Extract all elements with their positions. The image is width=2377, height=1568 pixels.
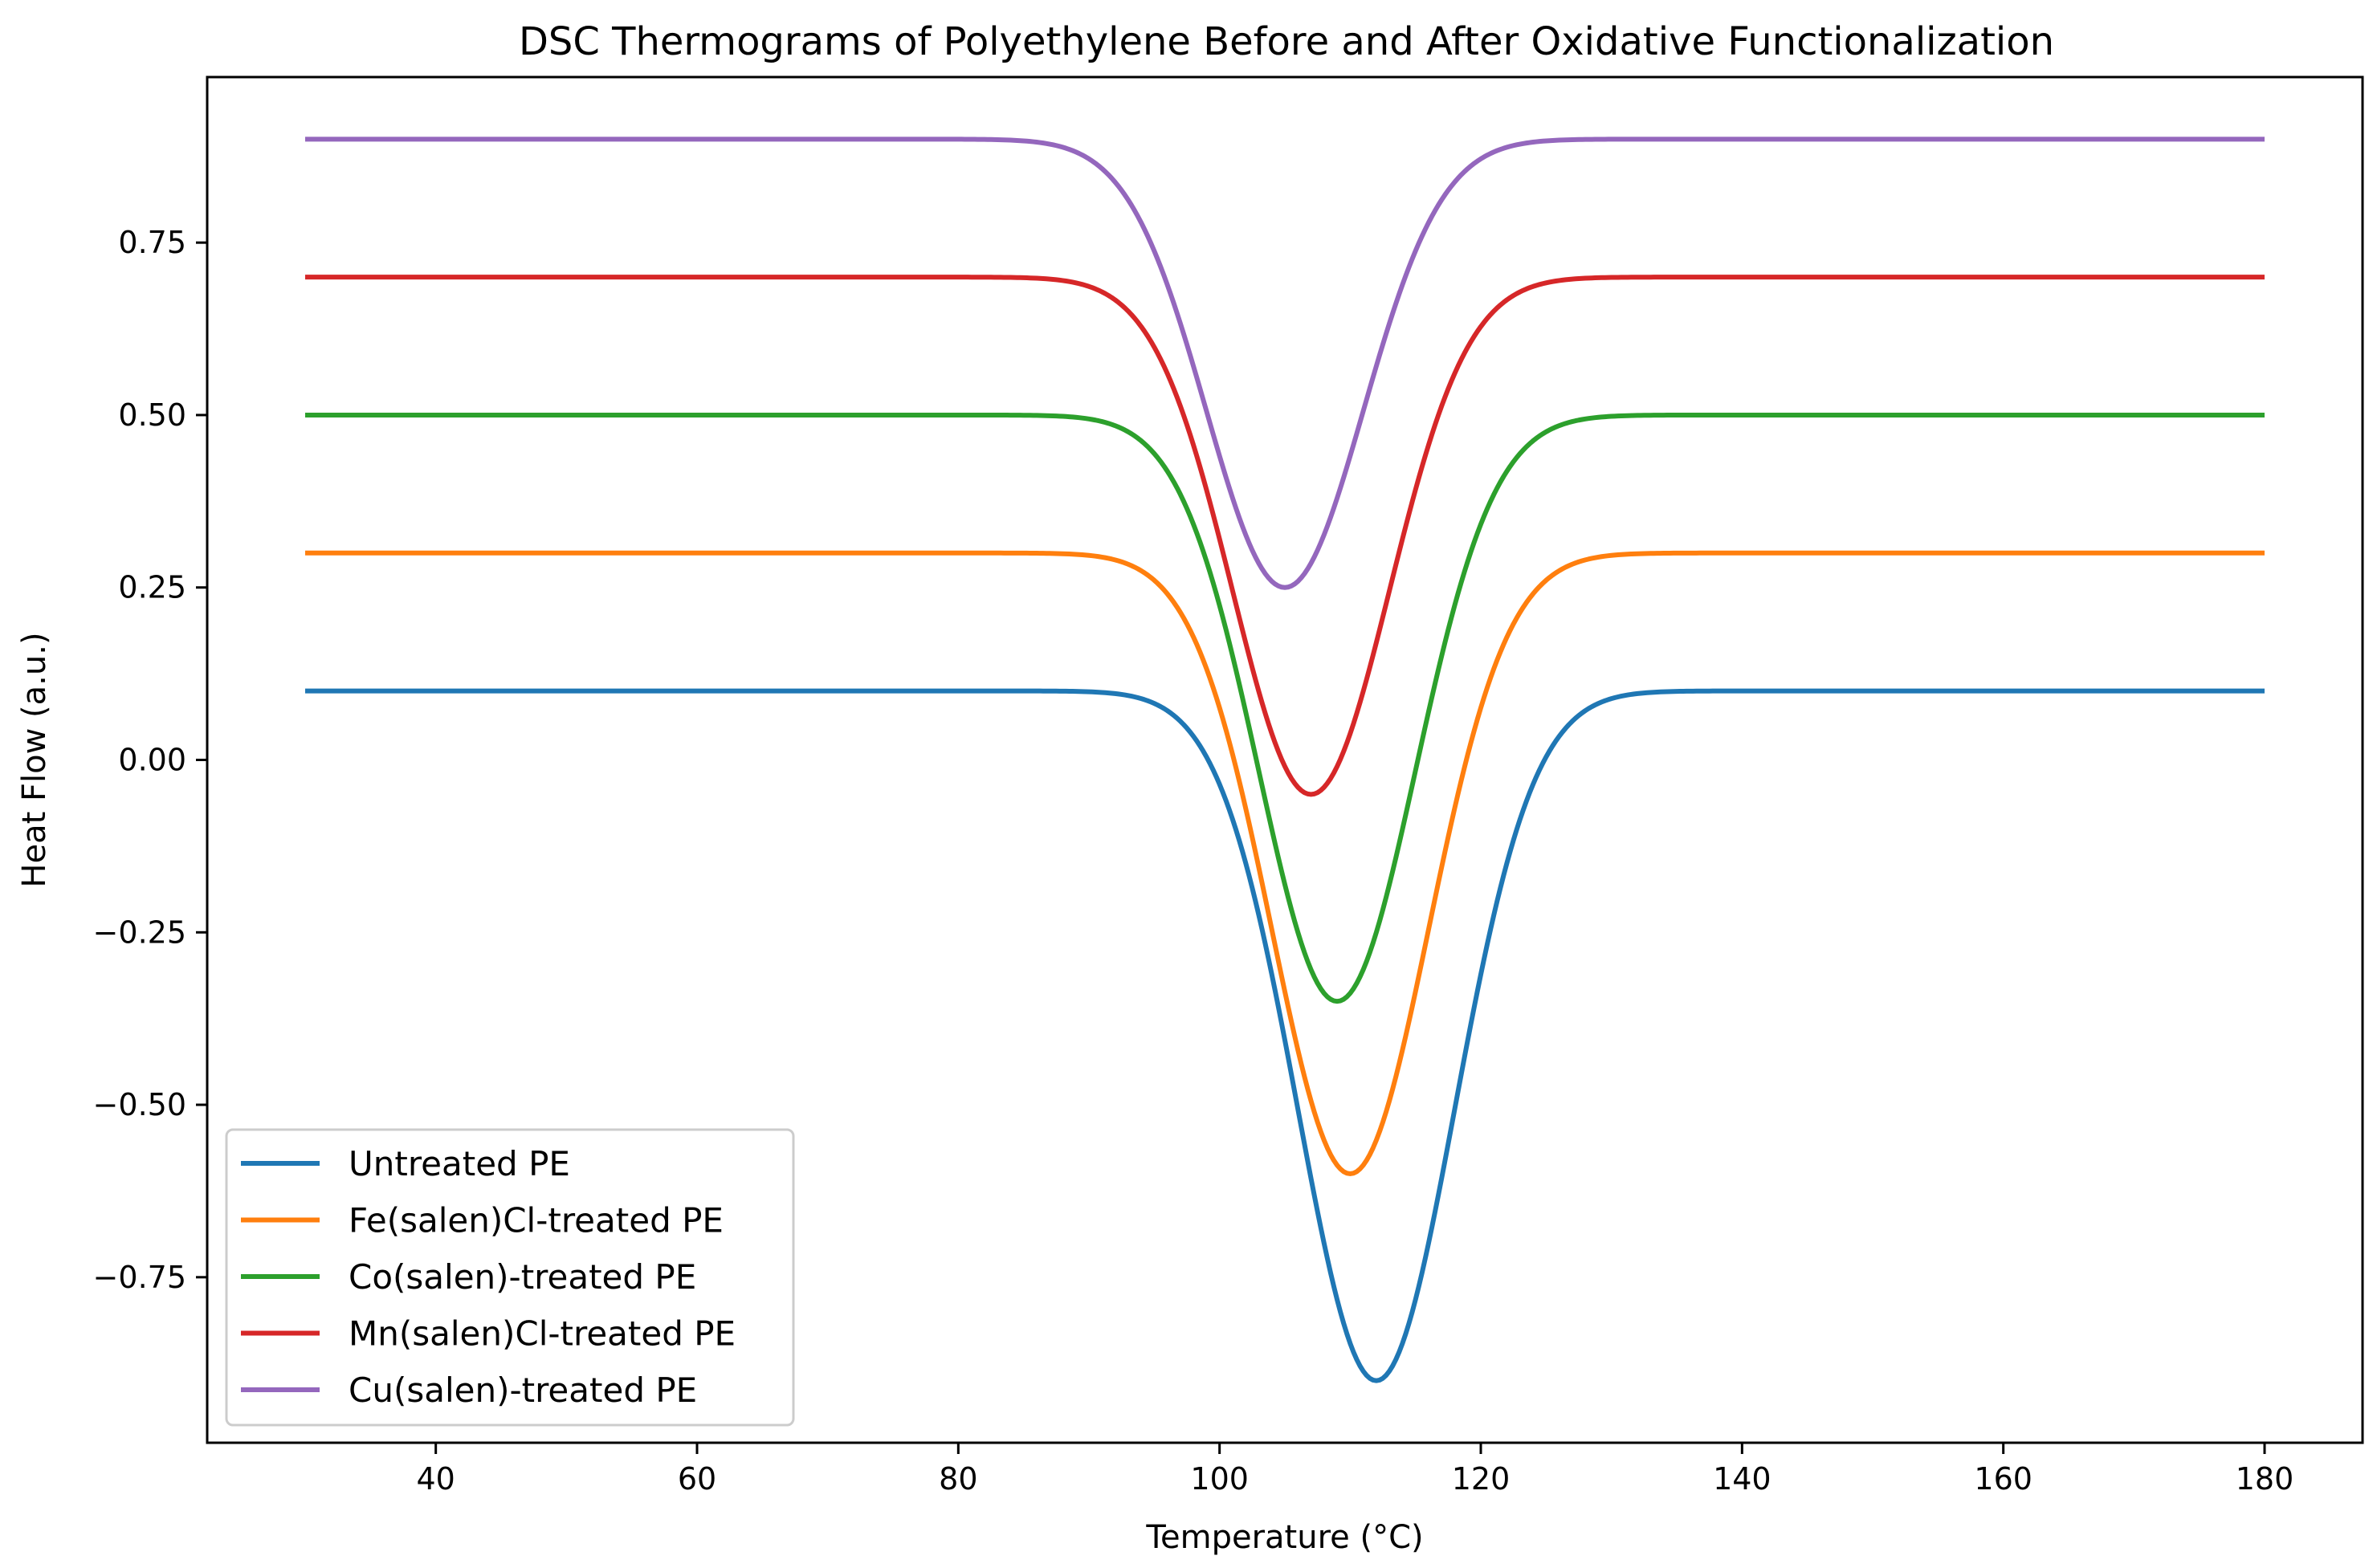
series-line-1: [305, 688, 2265, 1383]
x-tick-label: 180: [2236, 1461, 2294, 1497]
x-tick-label: 160: [1974, 1461, 2032, 1497]
x-tick-label: 40: [416, 1461, 455, 1497]
y-tick-label: −0.75: [93, 1260, 186, 1295]
legend-label-4: Mn(salen)Cl-treated PE: [349, 1314, 736, 1354]
x-tick-label: 80: [939, 1461, 977, 1497]
legend-label-2: Fe(salen)Cl-treated PE: [349, 1201, 724, 1240]
y-tick-label: −0.50: [93, 1087, 186, 1122]
legend: Untreated PE Fe(salen)Cl-treated PE Co(sal…: [225, 1128, 795, 1427]
series-line-2: [305, 550, 2265, 1176]
y-axis: −0.75 −0.50 −0.25 0.00 0.25 0.50 0.75: [93, 225, 207, 1295]
series-line-4: [305, 275, 2265, 797]
series-line-5: [305, 136, 2265, 590]
y-axis-label: Heat Flow (a.u.): [16, 632, 53, 887]
x-tick-label: 140: [1713, 1461, 1772, 1497]
x-axis: 40 60 80 100 120 140 160 180: [416, 1443, 2293, 1497]
plot-series: [305, 136, 2265, 1383]
x-tick-label: 60: [678, 1461, 716, 1497]
legend-label-1: Untreated PE: [349, 1144, 570, 1183]
series-line-3: [305, 412, 2265, 1004]
y-tick-label: 0.00: [118, 743, 186, 778]
x-axis-label: Temperature (°C): [1145, 1519, 1423, 1556]
y-tick-label: −0.25: [93, 914, 186, 950]
x-tick-label: 120: [1452, 1461, 1511, 1497]
legend-label-5: Cu(salen)-treated PE: [349, 1370, 697, 1410]
x-tick-label: 100: [1190, 1461, 1249, 1497]
legend-box: [225, 1128, 795, 1427]
y-tick-label: 0.75: [118, 225, 186, 260]
y-tick-label: 0.50: [118, 397, 186, 433]
y-tick-label: 0.25: [118, 570, 186, 605]
legend-label-3: Co(salen)-treated PE: [349, 1257, 696, 1297]
chart-title: DSC Thermograms of Polyethylene Before a…: [519, 19, 2054, 64]
